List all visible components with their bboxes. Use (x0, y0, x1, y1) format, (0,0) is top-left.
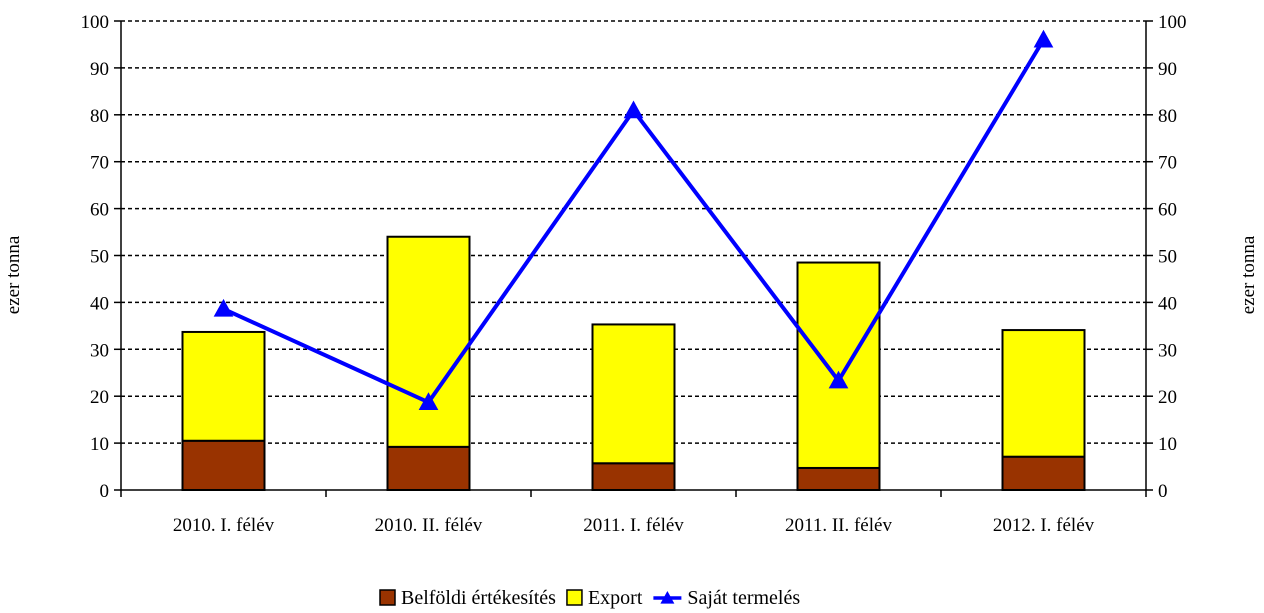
y2-tick-label: 90 (1158, 59, 1177, 80)
y2-tick-label: 20 (1158, 387, 1177, 408)
y-axis-title-right: ezer tonna (1238, 235, 1259, 314)
bar-segment (386, 235, 471, 448)
legend-marker (660, 591, 675, 604)
line-marker (418, 392, 439, 410)
x-tick-label: 2011. II. félév (785, 515, 892, 536)
bar-segment (1001, 455, 1086, 491)
legend-label: Belföldi értékesítés (401, 587, 556, 609)
line-marker (1033, 29, 1054, 48)
bar-segment (386, 445, 471, 491)
y2-tick-label: 10 (1158, 434, 1177, 455)
y-tick-label: 60 (90, 200, 109, 221)
y-tick-label: 50 (90, 247, 109, 268)
y-tick-label: 0 (100, 481, 110, 502)
y-tick-label: 100 (81, 12, 110, 33)
y2-tick-label: 40 (1158, 293, 1177, 314)
line-series (213, 29, 1054, 410)
y2-tick-label: 50 (1158, 247, 1177, 268)
y-axis-title-left: ezer tonna (3, 235, 24, 314)
legend-swatch (379, 589, 396, 606)
x-tick-labels: 2010. I. félév 2010. II. félév 2011. I. fé… (173, 515, 1095, 536)
x-tick-label: 2012. I. félév (993, 515, 1095, 536)
x-tick-label: 2010. I. félév (173, 515, 275, 536)
right-tick-labels: 0 10 20 30 40 50 60 70 80 90 100 (1158, 12, 1187, 502)
y-tick-label: 90 (90, 59, 109, 80)
y2-tick-label: 30 (1158, 340, 1177, 361)
y2-tick-label: 80 (1158, 106, 1177, 127)
bar-segment (591, 462, 676, 491)
bar-segment (181, 439, 266, 492)
x-tick-label: 2010. II. félév (375, 515, 483, 536)
y-tick-label: 10 (90, 434, 109, 455)
y-tick-label: 30 (90, 340, 109, 361)
y-tick-label: 40 (90, 293, 109, 314)
line-marker (623, 100, 644, 119)
axes (114, 20, 1153, 497)
line-marker (828, 370, 849, 389)
bar-segment (591, 323, 676, 465)
left-tick-labels: 0 10 20 30 40 50 60 70 80 90 100 (81, 12, 110, 502)
gridlines (121, 20, 1146, 444)
bar-segment (796, 261, 881, 469)
y2-tick-label: 60 (1158, 200, 1177, 221)
bar-segment (796, 466, 881, 491)
y-tick-label: 70 (90, 153, 109, 174)
legend-swatch (566, 589, 583, 606)
legend: Belföldi értékesítés Export Saját termelés (379, 587, 800, 609)
y-tick-label: 20 (90, 387, 109, 408)
y2-tick-label: 70 (1158, 153, 1177, 174)
legend-label: Export (588, 587, 643, 609)
bar-segment (181, 330, 266, 442)
x-tick-label: 2011. I. félév (583, 515, 684, 536)
bar-segment (1001, 329, 1086, 458)
y2-tick-label: 100 (1158, 12, 1187, 33)
y-tick-label: 80 (90, 106, 109, 127)
line-marker (213, 298, 234, 317)
legend-label: Saját termelés (687, 587, 800, 609)
bars (181, 235, 1086, 492)
y2-tick-label: 0 (1158, 481, 1168, 502)
